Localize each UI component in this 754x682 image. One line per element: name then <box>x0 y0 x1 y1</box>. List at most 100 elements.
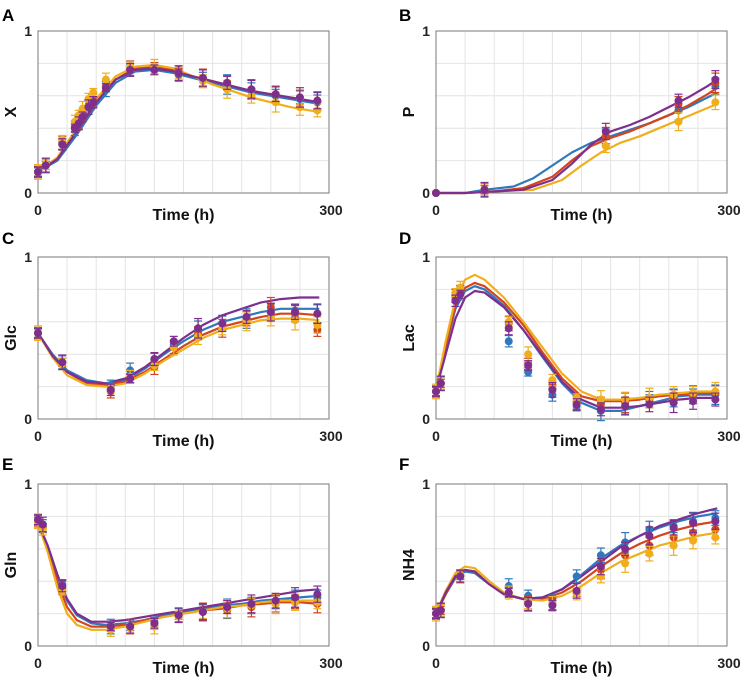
plot-frame <box>435 256 728 420</box>
x-tick-label-end: 300 <box>717 202 741 218</box>
plot-frame <box>37 483 330 647</box>
data-point-purple <box>572 586 581 595</box>
data-point-blue <box>504 337 513 346</box>
y-axis-label: NH4 <box>401 549 418 581</box>
data-point-purple <box>711 75 720 84</box>
x-tick-label-end: 300 <box>319 428 343 444</box>
data-point-purple <box>198 73 207 82</box>
panel-label: A <box>2 6 14 25</box>
series-line-red <box>436 281 718 403</box>
series-line-blue <box>38 307 320 385</box>
data-point-purple <box>711 395 720 404</box>
data-point-yellow <box>645 549 654 558</box>
series-line-purple <box>436 78 718 195</box>
data-point-purple <box>432 387 440 396</box>
panel-f: F1 00 300 Time (h) NH4 <box>399 455 741 677</box>
x-tick-label-end: 300 <box>319 202 343 218</box>
data-point-blue <box>572 572 581 581</box>
data-point-purple <box>247 85 256 94</box>
data-point-purple <box>689 518 698 527</box>
x-tick-label-end: 300 <box>717 655 741 671</box>
data-point-purple <box>58 582 67 591</box>
y-tick-label-top: 1 <box>422 476 430 492</box>
x-axis-label: Time (h) <box>153 660 215 677</box>
data-point-purple <box>548 385 557 394</box>
y-tick-label-bottom: 0 <box>24 411 32 427</box>
data-point-yellow <box>596 395 605 404</box>
panel-label: D <box>399 229 411 248</box>
data-point-purple <box>711 517 720 526</box>
data-point-blue <box>596 551 605 560</box>
data-point-purple <box>596 405 605 414</box>
data-point-purple <box>106 622 115 631</box>
panel-label: E <box>2 455 13 474</box>
data-point-purple <box>38 520 47 529</box>
data-point-purple <box>150 619 159 628</box>
data-point-yellow <box>711 98 720 107</box>
data-point-purple <box>480 185 489 194</box>
y-tick-label-top: 1 <box>422 23 430 39</box>
data-point-purple <box>106 385 115 394</box>
data-point-purple <box>84 103 93 112</box>
data-point-purple <box>596 562 605 571</box>
series-line-yellow <box>436 273 718 401</box>
panel-a: A1 00 300 Time (h) X <box>2 6 343 224</box>
data-point-purple <box>432 189 440 197</box>
plot-frame <box>435 483 728 647</box>
panel-b: B1 00 300 Time (h) P <box>399 6 741 224</box>
data-point-yellow <box>674 117 683 126</box>
panel-c: C1 00 300 Time (h) Glc <box>2 229 343 450</box>
data-point-yellow <box>572 393 581 402</box>
data-point-purple <box>313 96 322 105</box>
y-tick-label-bottom: 0 <box>422 411 430 427</box>
x-tick-label-start: 0 <box>432 655 440 671</box>
data-point-purple <box>34 329 42 338</box>
data-point-purple <box>34 167 42 176</box>
y-axis-label: X <box>3 106 20 117</box>
data-point-purple <box>621 402 630 411</box>
data-point-purple <box>126 65 135 74</box>
data-point-purple <box>194 324 203 333</box>
data-point-purple <box>572 400 581 409</box>
data-point-purple <box>504 324 513 333</box>
data-point-purple <box>223 603 232 612</box>
data-point-yellow <box>711 533 720 542</box>
x-tick-label-end: 300 <box>319 655 343 671</box>
data-point-purple <box>436 606 445 615</box>
y-tick-label-bottom: 0 <box>422 638 430 654</box>
x-axis-label: Time (h) <box>153 207 215 224</box>
data-point-purple <box>645 531 654 540</box>
data-point-yellow <box>621 559 630 568</box>
data-point-purple <box>436 379 445 388</box>
data-point-red <box>645 541 654 550</box>
x-tick-label-start: 0 <box>432 428 440 444</box>
data-point-purple <box>174 69 183 78</box>
series-line-red <box>38 312 320 387</box>
x-axis-label: Time (h) <box>551 433 613 450</box>
data-point-purple <box>689 397 698 406</box>
y-tick-label-top: 1 <box>422 249 430 265</box>
data-point-yellow <box>669 541 678 550</box>
y-tick-label-top: 1 <box>24 476 32 492</box>
data-point-purple <box>247 599 256 608</box>
y-axis-label: Lac <box>401 324 418 352</box>
data-point-purple <box>271 596 280 605</box>
plot-frame <box>37 30 330 194</box>
data-point-yellow <box>101 75 110 84</box>
data-point-purple <box>291 593 300 602</box>
y-axis-label: P <box>401 106 418 117</box>
data-point-purple <box>218 319 227 328</box>
panel-e: E1 00 300 Time (h) Gln <box>2 455 343 677</box>
data-point-purple <box>456 572 465 581</box>
x-tick-label-start: 0 <box>34 428 42 444</box>
data-point-purple <box>126 622 135 631</box>
data-point-purple <box>174 611 183 620</box>
data-point-yellow <box>271 98 280 107</box>
data-point-purple <box>674 96 683 105</box>
data-point-purple <box>456 290 465 299</box>
x-tick-label-end: 300 <box>717 428 741 444</box>
panel-label: F <box>399 455 409 474</box>
data-point-purple <box>126 374 135 383</box>
y-axis-label: Glc <box>3 325 20 351</box>
y-tick-label-bottom: 0 <box>24 638 32 654</box>
